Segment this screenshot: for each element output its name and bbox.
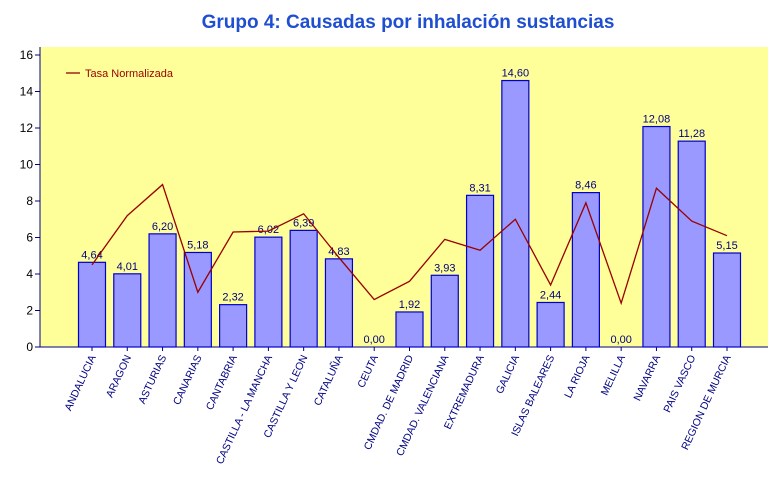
bar [677,140,706,348]
data-label: 0,00 [610,334,631,346]
y-tick-label: 0 [26,340,33,354]
y-tick-label: 8 [26,194,33,208]
data-label: 1,92 [399,299,420,311]
bar [183,251,212,348]
x-tick-label: CANTABRIA [204,353,240,412]
line-series [91,183,728,306]
data-label: 5,15 [716,240,737,252]
legend-label: Tasa Normalizada [85,68,174,80]
data-label: 8,46 [575,180,596,192]
y-tick-label: 12 [20,121,34,135]
bar [536,301,565,348]
bar [501,79,530,348]
data-label: 4,83 [328,246,349,258]
x-tick-label: MELILLA [599,353,628,397]
bar [254,236,283,348]
x-tick-label: GALICIA [494,353,522,396]
bar [571,192,600,348]
x-tick-label: EXTREMADURA [442,353,487,431]
y-tick-label: 14 [20,85,34,99]
y-tick-label: 10 [20,158,34,172]
data-label: 8,31 [469,182,490,194]
bar [395,311,424,348]
data-label: 11,28 [678,128,705,140]
bar [289,229,318,348]
bar [465,194,495,348]
data-label: 12,08 [643,114,671,126]
data-label: 2,44 [540,289,561,301]
x-tick-label: CEUTA [355,353,381,390]
x-tick-label: CATALUÑA [311,353,346,408]
y-tick-label: 16 [20,48,34,62]
y-tick-label: 2 [26,304,33,318]
bar [712,252,742,348]
data-label: 4,01 [117,261,138,273]
x-tick-label: CANARIAS [171,353,205,407]
bar [77,261,107,348]
bar [324,258,354,348]
y-tick-label: 4 [26,267,33,281]
data-label: 3,93 [434,262,455,274]
data-label: 14,60 [502,68,530,80]
data-label: 6,02 [258,224,279,236]
data-label: 6,20 [152,221,173,233]
x-tick-label: ANDALUCIA [62,353,98,413]
chart-title: Grupo 4: Causadas por inhalación sustanc… [202,12,615,33]
bar [113,273,142,348]
x-tick-label: ASTURIAS [136,353,169,406]
bar [430,274,459,348]
x-tick-label: ARAGON [104,353,134,399]
x-tick-label: LA RIOJA [562,353,592,400]
bar [148,233,177,348]
x-tick-label: NAVARRA [631,353,663,403]
data-label: 0,00 [364,334,385,346]
data-label: 5,18 [187,239,208,251]
data-label: 2,32 [222,292,243,304]
x-tick-label: PAIS VASCO [661,353,698,414]
bar [642,125,671,348]
bar [219,304,248,348]
y-tick-label: 6 [26,231,33,245]
